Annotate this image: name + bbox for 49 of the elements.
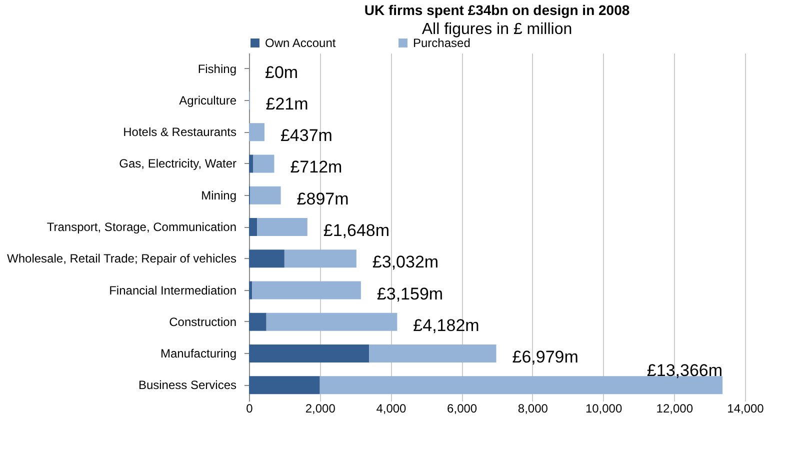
- total-label: £3,159m: [376, 284, 444, 304]
- y-tick-label: Business Services: [138, 378, 236, 392]
- total-label: £13,366m: [646, 361, 723, 380]
- bar: [249, 344, 370, 363]
- y-tick-label: Fishing: [198, 62, 236, 76]
- bar: [284, 250, 356, 268]
- bar: [253, 154, 274, 173]
- bar: [249, 376, 320, 394]
- legend-label: Own Account: [265, 36, 336, 50]
- total-label: £897m: [296, 189, 349, 208]
- total-label: £4,182m: [413, 316, 480, 335]
- chart-subtitle: All figures in £ million: [422, 21, 572, 38]
- y-tick-label: Wholesale, Retail Trade; Repair of vehicles: [7, 252, 236, 266]
- total-label: £1,648m: [323, 221, 390, 240]
- total-label: £6,979m: [512, 348, 578, 367]
- total-label: £21m: [266, 94, 308, 114]
- x-tick-label: 10,000: [585, 402, 622, 416]
- bar: [249, 154, 254, 173]
- bar: [249, 312, 266, 331]
- bar: [250, 186, 281, 204]
- bar: [266, 312, 398, 331]
- bar: [249, 123, 264, 142]
- total-label: £437m: [280, 126, 332, 146]
- total-label: £712m: [290, 158, 342, 177]
- legend-label: Purchased: [413, 36, 470, 50]
- y-tick-label: Manufacturing: [160, 346, 236, 361]
- total-label: £3,032m: [372, 252, 439, 272]
- bar: [249, 250, 284, 268]
- x-tick-label: 12,000: [656, 402, 694, 416]
- y-tick-label: Gas, Electricity, Water: [119, 156, 236, 171]
- bar: [369, 344, 496, 363]
- bar: [252, 281, 361, 300]
- bar: [257, 218, 308, 236]
- bar: [249, 281, 252, 300]
- y-tick-label: Financial Intermediation: [109, 283, 236, 298]
- x-tick-label: 14,000: [727, 402, 764, 416]
- y-tick-label: Mining: [201, 188, 236, 202]
- x-tick-label: 8,000: [518, 402, 548, 416]
- y-tick-label: Construction: [169, 314, 236, 329]
- chart-title: UK firms spent £34bn on design in 2008: [364, 2, 630, 18]
- total-label: £0m: [265, 62, 298, 82]
- x-tick-label: 0: [246, 402, 254, 416]
- x-tick-label: 4,000: [376, 402, 407, 416]
- bar: [249, 218, 258, 236]
- y-tick-label: Transport, Storage, Communication: [46, 220, 236, 234]
- y-tick-label: Hotels & Restaurants: [123, 125, 236, 140]
- x-tick-label: 2,000: [305, 402, 336, 416]
- x-tick-label: 6,000: [447, 402, 478, 416]
- y-tick-label: Agriculture: [179, 93, 237, 108]
